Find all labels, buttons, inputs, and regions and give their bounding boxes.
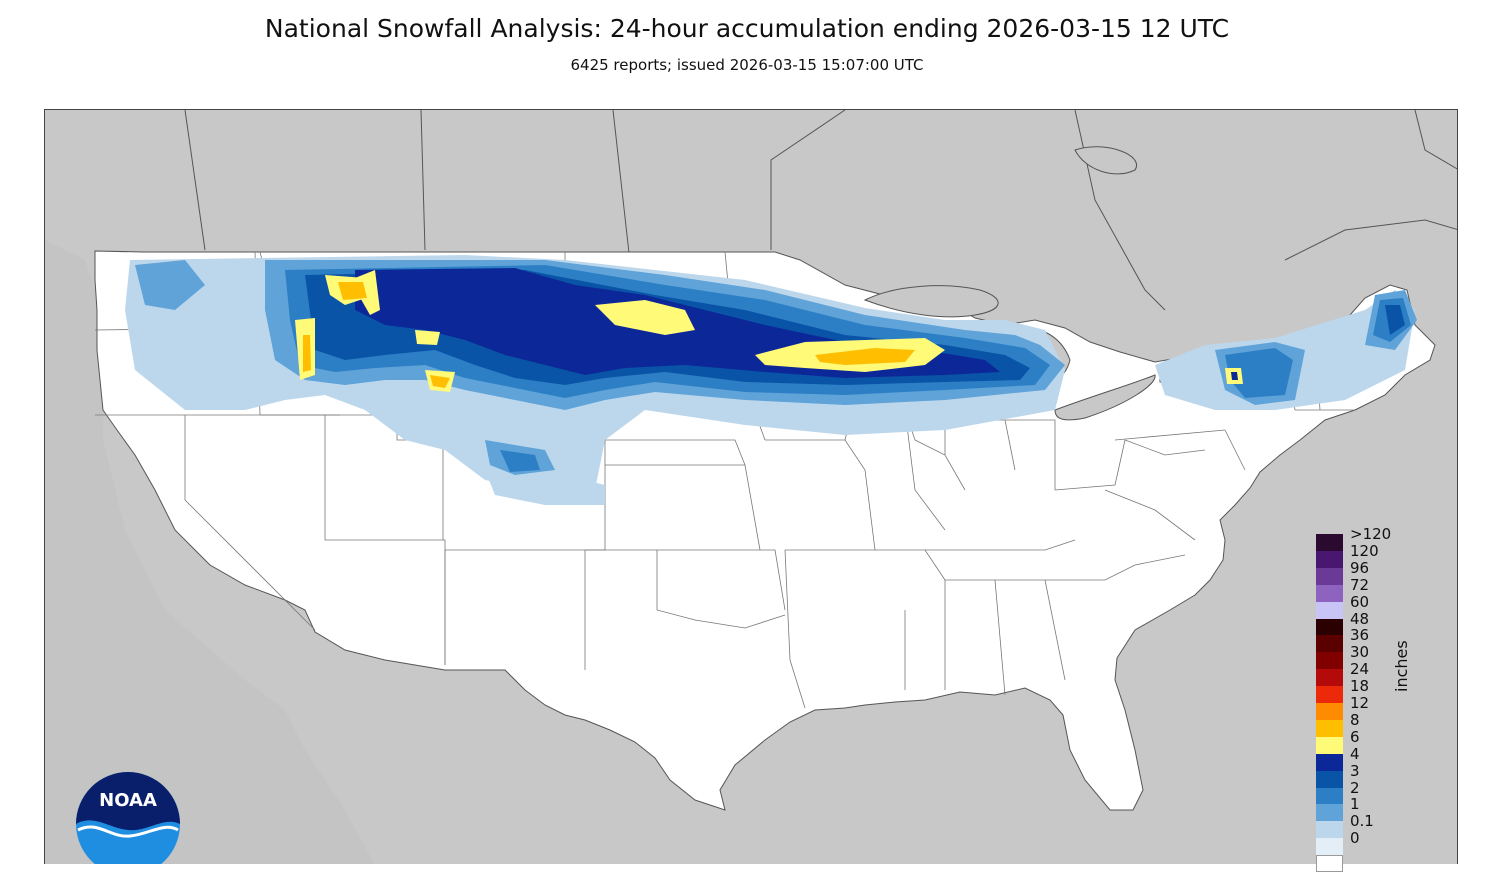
lake-superior bbox=[863, 285, 999, 318]
legend-tick-label: 8 bbox=[1350, 710, 1360, 729]
noaa-logo-text: NOAA bbox=[99, 790, 157, 811]
map-subtitle: 6425 reports; issued 2026-03-15 15:07:00… bbox=[570, 56, 924, 74]
legend-tick-label: 1 bbox=[1350, 795, 1360, 814]
legend-swatch bbox=[1316, 787, 1343, 805]
legend-swatch bbox=[1316, 770, 1343, 788]
legend-swatch bbox=[1316, 719, 1343, 737]
legend: >120 120 96 72 60 48 36 30 24 18 12 8 6 4 3 2 1 0.1 0 bbox=[1316, 527, 1426, 872]
legend-tick-label: 4 bbox=[1350, 744, 1360, 763]
legend-swatch bbox=[1316, 703, 1343, 720]
legend-tick-label: 0 bbox=[1350, 829, 1360, 848]
legend-swatch bbox=[1316, 736, 1343, 754]
legend-tick-label: 6 bbox=[1350, 727, 1360, 746]
legend-tick-label: 2 bbox=[1350, 778, 1360, 797]
legend-tick-label: 30 bbox=[1350, 643, 1370, 662]
legend-swatch bbox=[1316, 753, 1343, 771]
map-title: National Snowfall Analysis: 24-hour accu… bbox=[264, 14, 1230, 43]
legend-swatch bbox=[1316, 635, 1343, 653]
legend-tick-label: 24 bbox=[1350, 660, 1370, 679]
legend-unit-label: inches bbox=[1392, 640, 1411, 692]
legend-tick-label: 72 bbox=[1350, 575, 1370, 594]
legend-tick-label: >120 bbox=[1350, 525, 1392, 543]
legend-tick-label: 60 bbox=[1350, 592, 1370, 611]
snowfall-map bbox=[45, 110, 1457, 864]
legend-swatch bbox=[1316, 584, 1343, 602]
canada-borders bbox=[184, 110, 1457, 311]
legend-tick-label: 12 bbox=[1350, 694, 1370, 712]
snowfall-shading bbox=[125, 255, 1417, 505]
legend-swatch bbox=[1316, 686, 1343, 704]
legend-tick-label: 0.1 bbox=[1350, 812, 1374, 831]
legend-swatch bbox=[1316, 821, 1343, 839]
legend-swatch bbox=[1316, 652, 1343, 670]
legend-tick-label: 36 bbox=[1350, 626, 1370, 645]
legend-swatch bbox=[1316, 550, 1343, 568]
hudson-bay-island bbox=[1074, 146, 1138, 175]
legend-tick-label: 3 bbox=[1350, 761, 1360, 780]
legend-tick-label: 96 bbox=[1350, 558, 1370, 577]
legend-swatch bbox=[1316, 618, 1343, 636]
legend-swatch bbox=[1316, 669, 1343, 687]
legend-swatch bbox=[1316, 601, 1343, 619]
legend-tick-label: 48 bbox=[1350, 609, 1370, 628]
legend-tick-label: 120 bbox=[1350, 541, 1379, 560]
legend-tick-label: 18 bbox=[1350, 677, 1370, 696]
legend-swatch bbox=[1316, 534, 1343, 551]
map-panel bbox=[44, 109, 1458, 864]
pacific-ocean bbox=[45, 240, 375, 864]
legend-swatch bbox=[1316, 838, 1343, 856]
lake-erie bbox=[1054, 374, 1156, 421]
legend-swatch bbox=[1316, 567, 1343, 585]
noaa-logo: NOAA bbox=[76, 772, 180, 864]
legend-swatch bbox=[1316, 804, 1343, 822]
